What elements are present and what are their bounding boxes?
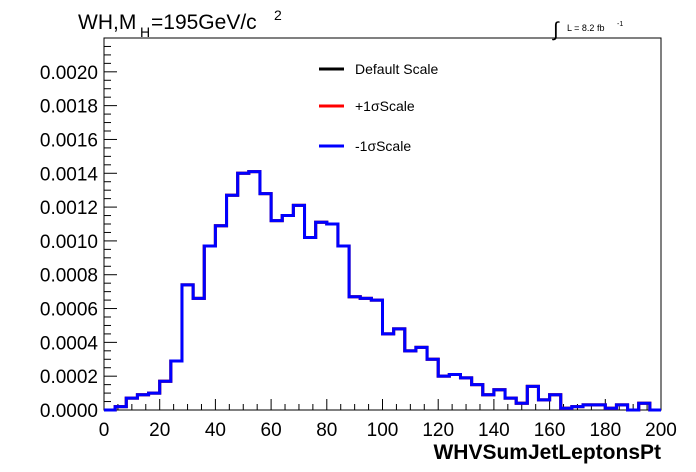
y-axis-tick-labels: 0.0000 0.0002 0.0004 0.0006 0.0008 0.0010 0.00… <box>40 63 99 422</box>
y-tick-label: 0.0002 <box>40 367 98 388</box>
y-tick-label: 0.0004 <box>40 333 99 354</box>
chart-title-superscript: 2 <box>274 7 282 23</box>
x-tick-label: 40 <box>205 420 226 441</box>
x-tick-label: 160 <box>534 420 566 441</box>
chart-title-main: WH,M <box>78 11 136 34</box>
y-tick-label: 0.0006 <box>40 300 98 321</box>
x-tick-label: 20 <box>149 420 170 441</box>
lumi-label: L = 8.2 fb <box>567 23 604 33</box>
y-tick-label: 0.0000 <box>40 401 98 422</box>
x-tick-label: 80 <box>316 420 337 441</box>
x-axis-label: WHVSumJetLeptonsPt <box>433 441 661 464</box>
legend: Default Scale +1σScale -1σScale <box>319 61 438 154</box>
lumi-superscript: -1 <box>617 21 623 28</box>
x-tick-label: 200 <box>645 420 677 441</box>
chart-title-rest: =195GeV/c <box>151 11 257 34</box>
x-tick-label: 180 <box>589 420 621 441</box>
legend-label: Default Scale <box>355 61 438 77</box>
legend-label: -1σScale <box>355 138 411 154</box>
x-tick-label: 60 <box>261 420 282 441</box>
y-tick-label: 0.0020 <box>40 63 98 84</box>
x-tick-label: 120 <box>422 420 454 441</box>
x-tick-label: 100 <box>367 420 399 441</box>
histogram-series <box>104 170 661 412</box>
y-tick-label: 0.0014 <box>40 164 99 185</box>
y-tick-label: 0.0018 <box>40 97 98 118</box>
y-tick-label: 0.0010 <box>40 232 98 253</box>
lumi-integral-symbol: ∫ <box>552 19 560 41</box>
x-axis-tick-labels: 0 20 40 60 80 100 120 140 160 180 200 <box>99 420 677 441</box>
series-line <box>104 170 661 412</box>
legend-label: +1σScale <box>355 98 415 114</box>
x-tick-label: 0 <box>99 420 110 441</box>
chart-title-subscript: H <box>140 24 150 40</box>
y-tick-label: 0.0016 <box>40 130 98 151</box>
y-tick-label: 0.0008 <box>40 266 98 287</box>
y-tick-label: 0.0012 <box>40 198 98 219</box>
x-tick-label: 140 <box>478 420 510 441</box>
